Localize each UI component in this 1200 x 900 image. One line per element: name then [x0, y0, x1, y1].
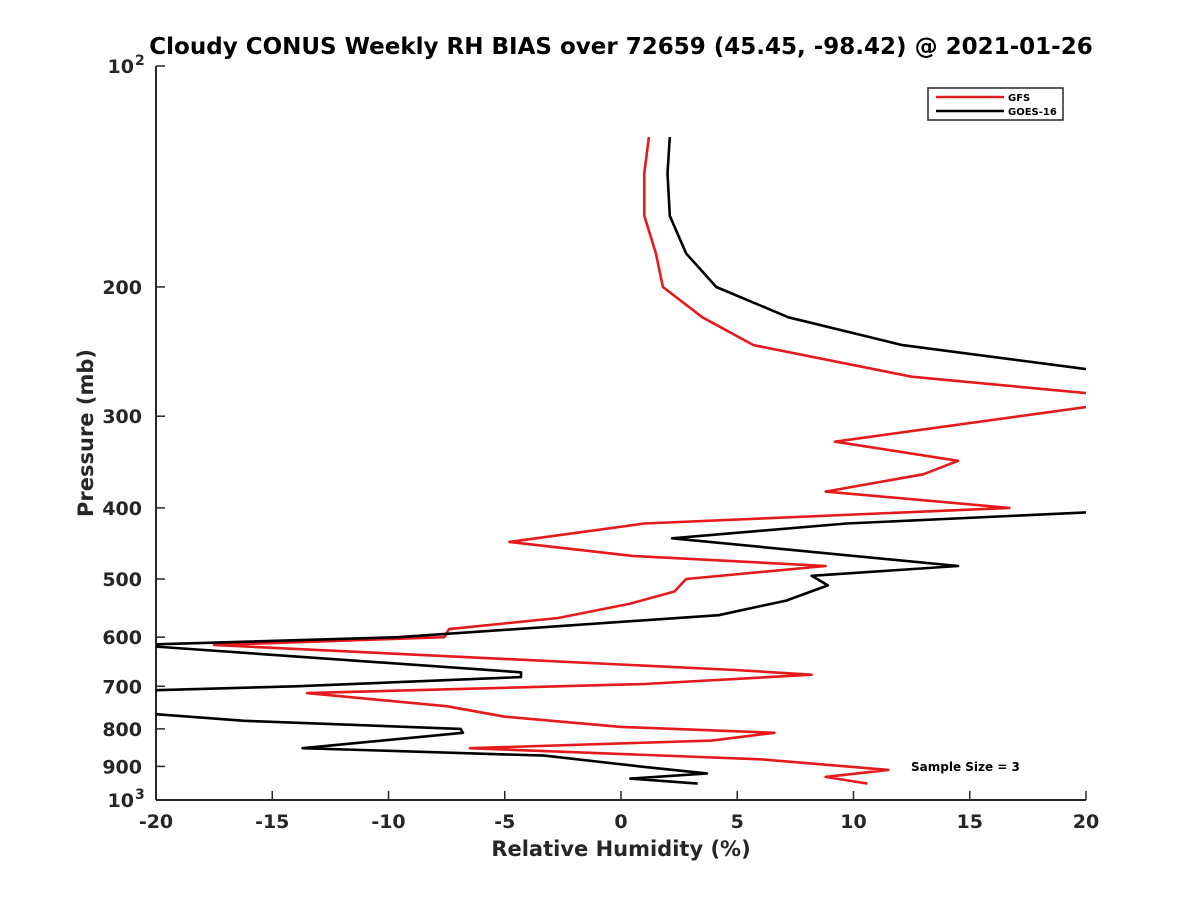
- y-tick-label: 10: [108, 790, 134, 812]
- y-tick-label: 900: [102, 756, 142, 778]
- x-tick-label: 0: [614, 811, 627, 833]
- y-tick-label: 300: [102, 406, 142, 428]
- y-tick-label: 500: [102, 569, 142, 591]
- y-tick-label: 200: [102, 277, 142, 299]
- x-tick-label: 15: [957, 811, 983, 833]
- y-tick-label: 400: [102, 498, 142, 520]
- x-tick-label: -10: [371, 811, 405, 833]
- x-tick-label: 20: [1073, 811, 1099, 833]
- legend-box: [927, 87, 1064, 121]
- legend-label-goes-16: GOES-16: [1008, 107, 1057, 118]
- legend-label-gfs: GFS: [1008, 93, 1030, 104]
- y-tick-label: 700: [102, 676, 142, 698]
- series-group: [156, 136, 1086, 785]
- series-line-goes-16: [156, 137, 1086, 785]
- x-tick-label: -5: [494, 811, 515, 833]
- chart-title: Cloudy CONUS Weekly RH BIAS over 72659 (…: [149, 34, 1092, 60]
- y-tick-label: 600: [102, 627, 142, 649]
- y-tick-label: 10: [108, 56, 134, 78]
- series-line-gfs: [212, 136, 1086, 785]
- x-tick-label: -20: [139, 811, 173, 833]
- y-tick-exponent: 2: [135, 53, 145, 69]
- x-tick-label: 10: [840, 811, 866, 833]
- sample-size-annotation: Sample Size = 3: [911, 760, 1020, 774]
- legend: GFS GOES-16: [927, 87, 1064, 121]
- x-axis-label: Relative Humidity (%): [491, 837, 750, 861]
- x-tick-label: 5: [731, 811, 744, 833]
- x-tick-label: -15: [255, 811, 289, 833]
- y-tick-label: 800: [102, 719, 142, 741]
- y-axis-label: Pressure (mb): [74, 349, 98, 517]
- y-tick-exponent: 3: [135, 787, 145, 803]
- x-axis-ticks: -20 -15 -10 -5 0 5 10 15 20: [139, 791, 1099, 833]
